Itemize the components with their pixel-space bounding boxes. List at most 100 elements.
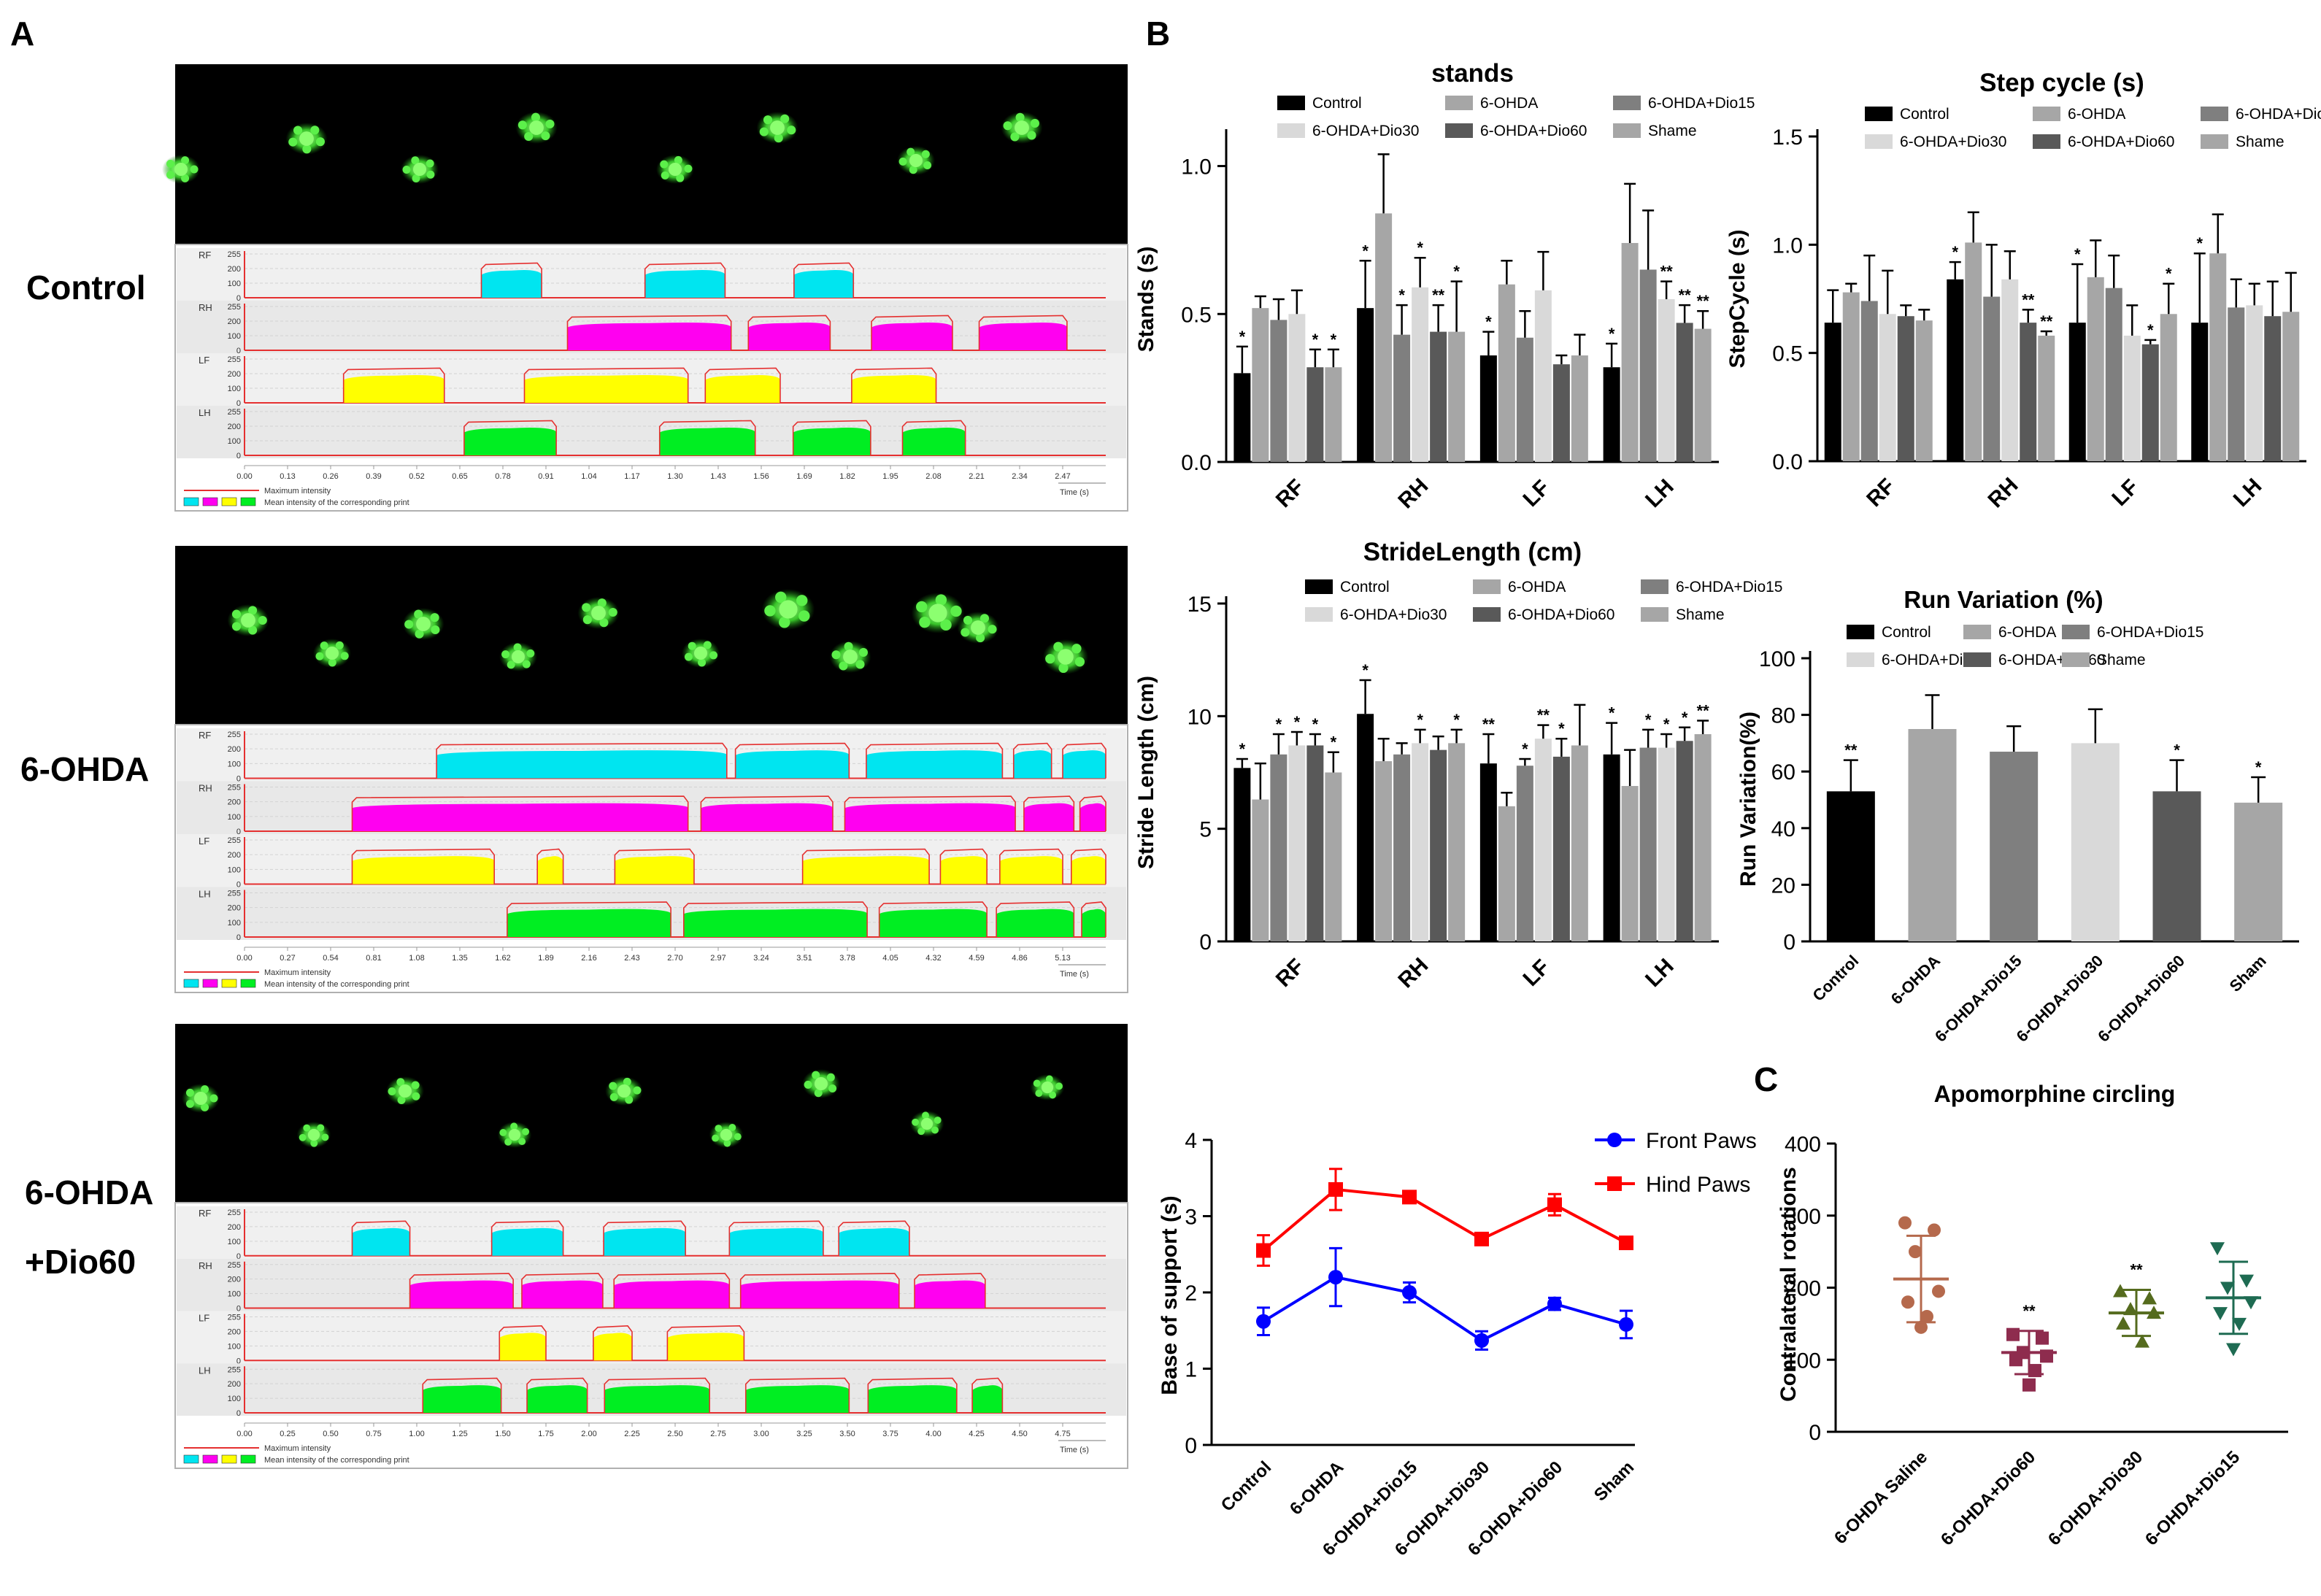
paw-toe	[597, 598, 607, 608]
bar	[1897, 316, 1914, 461]
bar	[1357, 308, 1374, 462]
data-point	[1909, 1245, 1922, 1259]
paw-toe	[988, 625, 997, 634]
intensity-tick-label: 200	[228, 423, 241, 431]
paw-contact-fill	[745, 1385, 850, 1413]
paw-toe	[504, 1138, 512, 1146]
significance-marker: *	[1609, 325, 1615, 343]
intensity-tick-label: 200	[228, 745, 241, 754]
paw-toe	[1027, 131, 1036, 140]
bar	[1270, 320, 1287, 462]
intensity-tick-label: 200	[228, 904, 241, 913]
legend-swatch	[1445, 123, 1473, 138]
paw-toe	[412, 1092, 420, 1100]
row-label-control: Control	[26, 269, 146, 307]
data-point	[1914, 1320, 1928, 1334]
paw-toe	[388, 1087, 396, 1095]
bar	[1621, 242, 1639, 462]
panel-letter-b: B	[1146, 15, 1170, 53]
bar	[1603, 367, 1620, 462]
paw-contact-fill	[1063, 750, 1106, 779]
time-tick-label: 1.00	[409, 1430, 424, 1438]
legend-swatch	[1473, 607, 1501, 622]
paw-toe	[411, 156, 420, 165]
time-tick-label: 1.62	[495, 954, 510, 963]
y-axis-label: Contralateral rotations	[1777, 1167, 1801, 1402]
paw-toe	[796, 595, 808, 606]
paw-toe	[1071, 644, 1082, 654]
paw-toe	[934, 1117, 942, 1125]
legend-swatch	[1473, 579, 1501, 594]
paw-toe	[315, 137, 325, 147]
paw-contact-fill	[851, 374, 936, 403]
legend-label: Shame	[2097, 652, 2146, 668]
paw-toe	[779, 617, 790, 628]
front-paws-point	[1547, 1296, 1562, 1311]
significance-marker: **	[2130, 1260, 2143, 1279]
x-tick-label: LH	[2229, 474, 2267, 512]
paw-toe	[518, 1138, 526, 1146]
paw-pad	[669, 163, 682, 176]
intensity-tick-label: 200	[228, 1327, 241, 1336]
paw-pad	[971, 620, 985, 635]
paw-toe	[582, 603, 591, 612]
paw-toe	[898, 157, 907, 166]
paw-contact-fill	[343, 374, 444, 403]
paw-pad	[1015, 120, 1029, 135]
paw-contact-fill	[879, 909, 988, 937]
intensity-tick-label: 100	[228, 760, 241, 768]
intensity-tick-label: 0	[236, 881, 241, 890]
data-point	[2213, 1307, 2228, 1321]
paw-contact-fill	[604, 1227, 686, 1256]
gait-strip-bg	[177, 406, 1126, 458]
bar	[1658, 747, 1675, 941]
time-tick-label: 1.30	[667, 472, 682, 481]
legend-color-swatch	[221, 1454, 237, 1464]
paw-toe	[293, 126, 303, 135]
significance-marker: **	[1697, 292, 1710, 310]
max-intensity-line	[521, 1273, 604, 1308]
hind-paws-point	[1547, 1197, 1562, 1212]
bar	[1534, 290, 1552, 462]
significance-marker: *	[2147, 321, 2154, 339]
max-intensity-line	[351, 795, 689, 831]
bar	[2282, 312, 2300, 461]
time-tick-label: 4.59	[969, 954, 984, 963]
time-tick-label: 3.51	[796, 954, 812, 963]
paw-toe	[839, 661, 848, 671]
x-tick-label: 6-OHDA	[1286, 1457, 1347, 1519]
bar	[1430, 749, 1447, 941]
significance-marker: *	[2074, 245, 2081, 263]
paw-toe	[431, 625, 440, 635]
intensity-tick-label: 100	[228, 1290, 241, 1299]
paw-contact-fill	[409, 1280, 514, 1308]
legend-max-label: Maximum intensity	[264, 968, 331, 977]
paw-toe	[430, 613, 439, 622]
data-point	[2239, 1274, 2254, 1288]
intensity-tick-label: 100	[228, 385, 241, 393]
intensity-tick-label: 100	[228, 1238, 241, 1246]
y-tick-label: 1.5	[1772, 126, 1803, 150]
paw-toe	[1015, 112, 1025, 122]
bar	[1860, 301, 1878, 461]
legend-swatch	[1865, 107, 1893, 121]
paw-contact-fill	[567, 322, 731, 350]
bar	[1603, 754, 1620, 941]
base-of-support-line-chart: 0 1 2 3 4 Base of support (s) Front Paws Hind P…	[1158, 1129, 1757, 1560]
paw-toe	[798, 610, 810, 622]
video-frame	[175, 64, 1128, 244]
paw-toe	[844, 641, 853, 651]
paw-contact-fill	[499, 1333, 546, 1361]
y-tick-label: 100	[1785, 1349, 1821, 1373]
paw-contact-fill	[839, 1227, 909, 1256]
legend-mean-label: Mean intensity of the corresponding prin…	[264, 1456, 409, 1465]
y-tick-label: 0.5	[1181, 303, 1212, 327]
bar	[1357, 714, 1374, 941]
time-tick-label: 0.50	[323, 1430, 338, 1438]
max-intensity-line	[744, 1377, 850, 1413]
paw-toe	[1058, 663, 1069, 674]
max-intensity-line	[604, 1377, 711, 1413]
paw-toe	[397, 1095, 406, 1104]
significance-marker: *	[1417, 239, 1423, 257]
x-tick-label: 6-OHDA+Dio60	[2094, 952, 2188, 1046]
